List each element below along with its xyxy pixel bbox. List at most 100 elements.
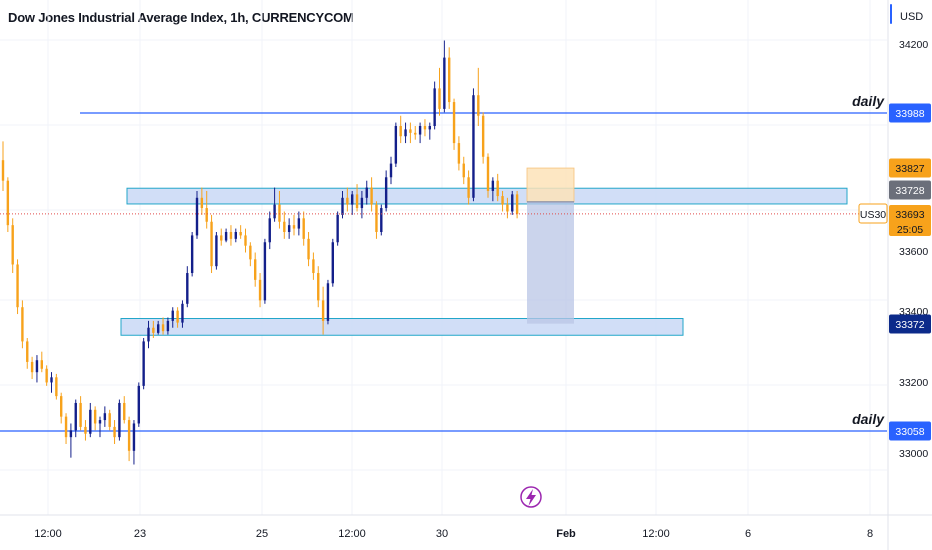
position-entry-badge: 33728 [889,180,931,200]
candle [418,122,422,144]
lightning-icon-bolt[interactable] [526,489,536,506]
levels: daily daily [0,93,887,432]
candle-body [428,125,431,130]
x-tick-label: 25 [256,528,268,540]
symbol-badge-bg [858,203,888,224]
candle [200,187,204,215]
badge-bg [889,205,931,236]
candle-body [98,420,102,424]
candle-body [481,115,485,157]
x-tick-label: 23 [134,528,146,540]
y-tick-label: 33600 [899,246,928,258]
candle [142,337,145,390]
candle [380,204,383,236]
candle-body [249,245,252,260]
candle [433,81,436,130]
candle [326,279,330,325]
candle-body [302,218,305,239]
currency-label[interactable]: USD [900,11,924,23]
position-risk-area[interactable] [526,167,575,203]
candle [399,115,402,144]
candle-body [16,264,19,308]
candle-body [326,283,330,321]
lightning-icon[interactable] [520,486,542,508]
x-tick-label: 12:00 [34,528,62,540]
candle [147,320,150,349]
last-price-badge: 33693 25:05 [889,205,931,236]
candle-body [123,402,126,421]
candle-body [113,426,116,438]
candle [98,416,102,438]
candle [287,218,291,239]
candle-body [244,235,247,246]
badge-bg [889,421,931,441]
candle-body [452,102,456,144]
candle [452,98,456,150]
candle-body [30,361,34,373]
candle [268,211,271,250]
candle-body [205,208,208,222]
candle-body [195,197,199,236]
daily-low-badge: 33058 [889,421,931,441]
short-position-tool[interactable] [526,167,575,324]
candle [273,187,276,222]
candle [239,225,242,239]
candle-body [239,231,242,236]
chart-title: Dow Jones Industrial Average Index, 1h, … [8,10,354,25]
candle [486,153,490,198]
candle-body [423,125,427,130]
candle-body [501,196,504,205]
grid [0,0,887,515]
candle-body [6,180,10,226]
candle-body [433,88,436,126]
candle-body [127,420,131,451]
candle [414,125,417,140]
badge-bg [889,314,931,334]
candle [50,372,53,393]
y-tick-label: 34200 [899,39,928,51]
candle [351,190,354,215]
candle [360,190,364,219]
candle [93,406,97,431]
candle-body [418,125,422,135]
x-tick-label: 12:00 [642,528,670,540]
candle [118,399,121,441]
candle [30,356,34,380]
candle-body [60,396,63,417]
position-reward-area[interactable] [527,201,574,324]
candle [491,177,495,202]
candle [336,211,339,246]
candle [157,320,160,335]
candle [409,122,412,144]
candle-body [69,430,73,438]
candle [472,88,475,202]
candle [161,317,165,335]
candle-body [283,221,286,232]
candle [113,420,116,444]
candle-body [210,221,213,267]
candle [190,231,194,277]
x-tick-label: 8 [867,528,873,540]
candle [16,259,19,315]
candle-body [190,235,194,274]
candle [457,136,461,171]
candle-body [45,368,48,383]
candle-body [132,423,136,451]
candle-body [380,208,383,232]
candle [423,119,427,137]
candle-body [384,177,388,209]
badge-price-text: 33827 [895,163,924,175]
candle [220,228,223,246]
candle-body [472,95,475,198]
candle [152,320,155,338]
candle [254,252,257,287]
candle-body [336,214,339,243]
candle-body [108,413,111,427]
candle [205,190,208,229]
position-target-badge: 33372 [889,314,931,334]
currency-marker [890,4,892,24]
candle [448,47,451,109]
candle-body [142,341,145,386]
